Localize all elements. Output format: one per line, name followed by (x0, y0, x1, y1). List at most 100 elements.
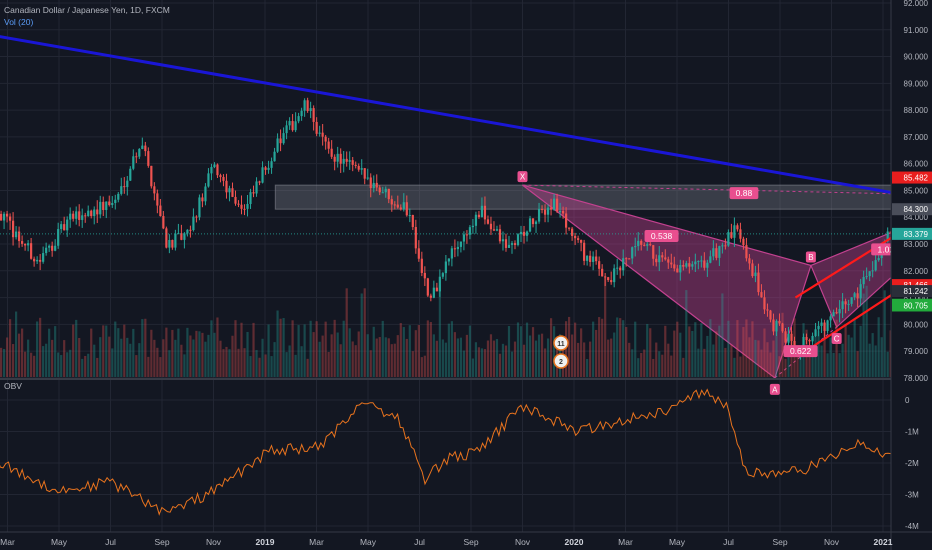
candle-body[interactable] (423, 272, 426, 279)
candle-body[interactable] (72, 213, 75, 219)
candle-body[interactable] (252, 192, 255, 194)
candle-body[interactable] (640, 240, 643, 245)
candle-body[interactable] (429, 295, 432, 298)
candle-body[interactable] (135, 156, 138, 158)
candle-body[interactable] (411, 215, 414, 228)
candle-body[interactable] (847, 303, 850, 305)
candle-body[interactable] (126, 180, 129, 188)
candle-body[interactable] (105, 201, 108, 210)
candle-body[interactable] (513, 243, 517, 245)
candle-body[interactable] (862, 277, 865, 285)
candle-body[interactable] (294, 121, 297, 131)
candle-body[interactable] (432, 287, 435, 298)
candle-body[interactable] (183, 233, 186, 240)
candle-body[interactable] (769, 310, 772, 320)
candle-body[interactable] (742, 238, 745, 246)
candlesticks[interactable] (0, 97, 932, 360)
candle-body[interactable] (321, 132, 324, 137)
candle-body[interactable] (730, 232, 733, 238)
candle-body[interactable] (814, 329, 817, 336)
candle-body[interactable] (0, 213, 3, 221)
candle-body[interactable] (276, 138, 279, 152)
event-badge-icon[interactable] (553, 335, 569, 351)
candle-body[interactable] (342, 158, 345, 164)
candle-body[interactable] (832, 312, 835, 317)
candle-body[interactable] (552, 198, 556, 210)
candle-body[interactable] (625, 258, 628, 260)
candle-body[interactable] (192, 216, 195, 231)
candle-body[interactable] (318, 132, 321, 134)
candle-body[interactable] (727, 232, 730, 246)
candle-body[interactable] (339, 153, 342, 164)
candle-body[interactable] (829, 316, 832, 321)
candle-body[interactable] (676, 268, 679, 273)
candle-body[interactable] (516, 234, 520, 245)
candle-body[interactable] (628, 258, 631, 260)
candle-body[interactable] (51, 245, 54, 251)
candle-body[interactable] (691, 264, 694, 267)
candle-body[interactable] (144, 145, 147, 152)
candle-body[interactable] (549, 207, 553, 210)
candle-body[interactable] (390, 199, 393, 205)
candle-body[interactable] (258, 181, 261, 183)
candle-body[interactable] (60, 224, 63, 230)
candle-body[interactable] (405, 202, 408, 216)
candle-body[interactable] (781, 323, 784, 332)
candle-body[interactable] (93, 209, 96, 217)
candle-body[interactable] (802, 336, 805, 350)
candle-body[interactable] (537, 208, 541, 222)
candle-body[interactable] (471, 225, 475, 228)
candle-body[interactable] (33, 258, 36, 262)
candle-body[interactable] (108, 201, 111, 206)
candle-body[interactable] (225, 180, 228, 193)
candle-body[interactable] (694, 261, 697, 265)
candle-body[interactable] (360, 168, 363, 170)
candle-body[interactable] (249, 192, 252, 204)
candle-body[interactable] (766, 309, 769, 311)
candle-body[interactable] (652, 245, 655, 259)
candle-body[interactable] (11, 220, 15, 238)
candle-body[interactable] (150, 165, 153, 187)
candle-body[interactable] (634, 246, 637, 248)
candle-body[interactable] (589, 255, 592, 262)
candle-body[interactable] (333, 156, 336, 162)
candle-body[interactable] (649, 244, 652, 246)
candle-body[interactable] (586, 255, 589, 261)
candle-body[interactable] (87, 210, 90, 217)
candle-body[interactable] (327, 141, 330, 149)
candle-body[interactable] (456, 246, 459, 250)
candle-body[interactable] (787, 333, 790, 343)
candle-body[interactable] (156, 193, 159, 206)
candle-body[interactable] (201, 197, 204, 202)
candle-body[interactable] (30, 243, 33, 259)
candle-body[interactable] (555, 198, 559, 212)
candle-body[interactable] (673, 264, 676, 269)
candle-body[interactable] (234, 196, 237, 204)
candle-body[interactable] (613, 268, 616, 283)
candle-body[interactable] (207, 173, 210, 187)
candle-body[interactable] (531, 218, 535, 225)
candle-body[interactable] (637, 240, 640, 247)
candle-body[interactable] (81, 215, 84, 220)
candle-body[interactable] (808, 340, 811, 342)
candle-body[interactable] (525, 231, 529, 236)
candle-body[interactable] (865, 276, 868, 278)
candle-body[interactable] (661, 255, 664, 258)
candle-body[interactable] (706, 262, 709, 268)
candle-body[interactable] (240, 204, 243, 209)
candle-body[interactable] (189, 229, 192, 231)
candle-body[interactable] (354, 164, 357, 166)
candle-body[interactable] (162, 216, 165, 229)
candle-body[interactable] (300, 110, 303, 117)
candle-body[interactable] (655, 258, 658, 263)
candle-body[interactable] (775, 320, 778, 332)
candle-body[interactable] (69, 213, 72, 220)
candle-body[interactable] (378, 187, 381, 193)
candle-body[interactable] (480, 205, 484, 218)
candle-body[interactable] (231, 188, 234, 197)
candle-body[interactable] (198, 197, 201, 218)
candle-body[interactable] (670, 262, 673, 265)
candle-body[interactable] (453, 248, 456, 250)
candle-body[interactable] (441, 273, 444, 277)
